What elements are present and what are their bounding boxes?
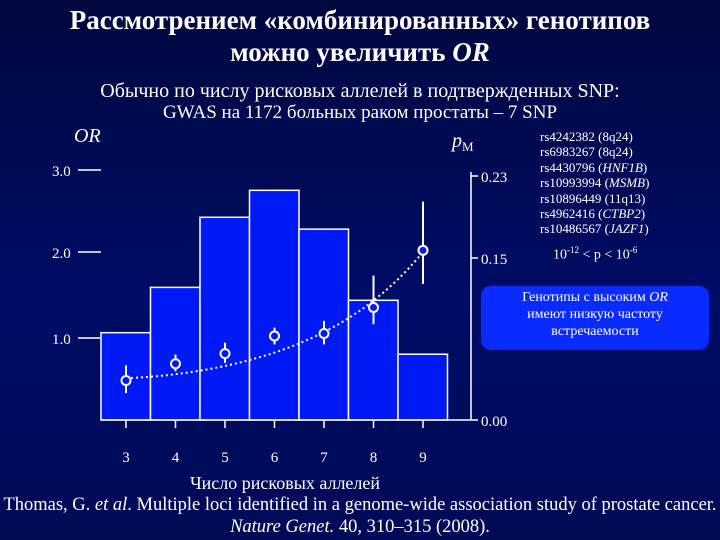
snp-item: rs10486567 (JAZF1): [540, 221, 649, 237]
x-tick-label: 5: [221, 450, 229, 466]
bars: [100, 189, 449, 421]
snp-item: rs4242382 (8q24): [540, 129, 633, 144]
right-tick-label: 0.15: [481, 252, 507, 268]
axes: [101, 172, 472, 421]
pvalue-range: 10-12 < p < 10-6: [553, 245, 638, 263]
left-tick-label: 3.0: [52, 164, 71, 180]
trend-path: [125, 251, 424, 379]
title-or: OR: [452, 37, 490, 67]
bar-9: [397, 353, 449, 421]
bar-6: [248, 189, 300, 421]
subtitle-line-1: Обычно по числу рисковых аллелей в подтв…: [100, 80, 620, 102]
bar-5: [199, 216, 251, 421]
or-point-8: [368, 301, 379, 313]
right-tick-label: 0.00: [481, 414, 507, 430]
or-points: [120, 201, 429, 394]
right-axis-label: pM: [450, 130, 474, 154]
subtitle-line-2: GWAS на 1172 больных раком простаты – 7 …: [162, 102, 558, 123]
trend-line: [125, 251, 424, 379]
or-point-7: [318, 327, 330, 339]
left-axis-label: OR: [74, 125, 101, 147]
snp-item: rs4430796 (HNF1B): [540, 159, 648, 175]
x-tick-label: 3: [122, 450, 130, 466]
or-point-3: [120, 375, 132, 387]
or-point-9: [417, 244, 429, 256]
x-axis-label: Число рисковых аллелей: [190, 473, 380, 493]
ticks: 3.0 2.0 1.0 0.23 0.15 0.00 3 4 5 6 7 8 9: [52, 164, 507, 466]
x-tick-label: 4: [172, 450, 180, 466]
or-point-6: [269, 330, 280, 342]
snp-item: rs10896449 (11q13): [540, 190, 646, 206]
x-tick-label: 8: [370, 450, 378, 466]
bar-4: [149, 286, 201, 421]
callout-box: Генотипы с высоким OR имеют низкую часто…: [481, 286, 709, 350]
chart: 3.0 2.0 1.0 0.23 0.15 0.00 3 4 5 6 7 8 9 OR pM Число…: [52, 125, 507, 493]
snp-item: rs4962416 (CTBP2): [540, 206, 646, 222]
or-point-5: [219, 348, 231, 360]
x-tick-label: 6: [271, 450, 279, 466]
x-tick-label: 9: [419, 450, 427, 466]
slide-title: Рассмотрением «комбинированных» генотипо…: [0, 4, 720, 68]
left-tick-label: 2.0: [52, 246, 71, 262]
left-tick-label: 1.0: [52, 332, 71, 348]
right-tick-label: 0.23: [481, 170, 507, 186]
snp-list: rs4242382 (8q24) rs6983267 (8q24) rs443079…: [540, 129, 649, 237]
snp-item: rs6983267 (8q24): [540, 144, 633, 160]
or-point-4: [170, 358, 181, 370]
x-tick-label: 7: [320, 450, 328, 466]
citation: Thomas, G. et al. Multiple loci identifi…: [3, 495, 717, 537]
title-line-1: Рассмотрением «комбинированных» генотипо…: [69, 5, 651, 35]
snp-item: rs10993994 (MSMB): [540, 175, 650, 191]
title-line-2: можно увеличить OR: [230, 37, 490, 67]
